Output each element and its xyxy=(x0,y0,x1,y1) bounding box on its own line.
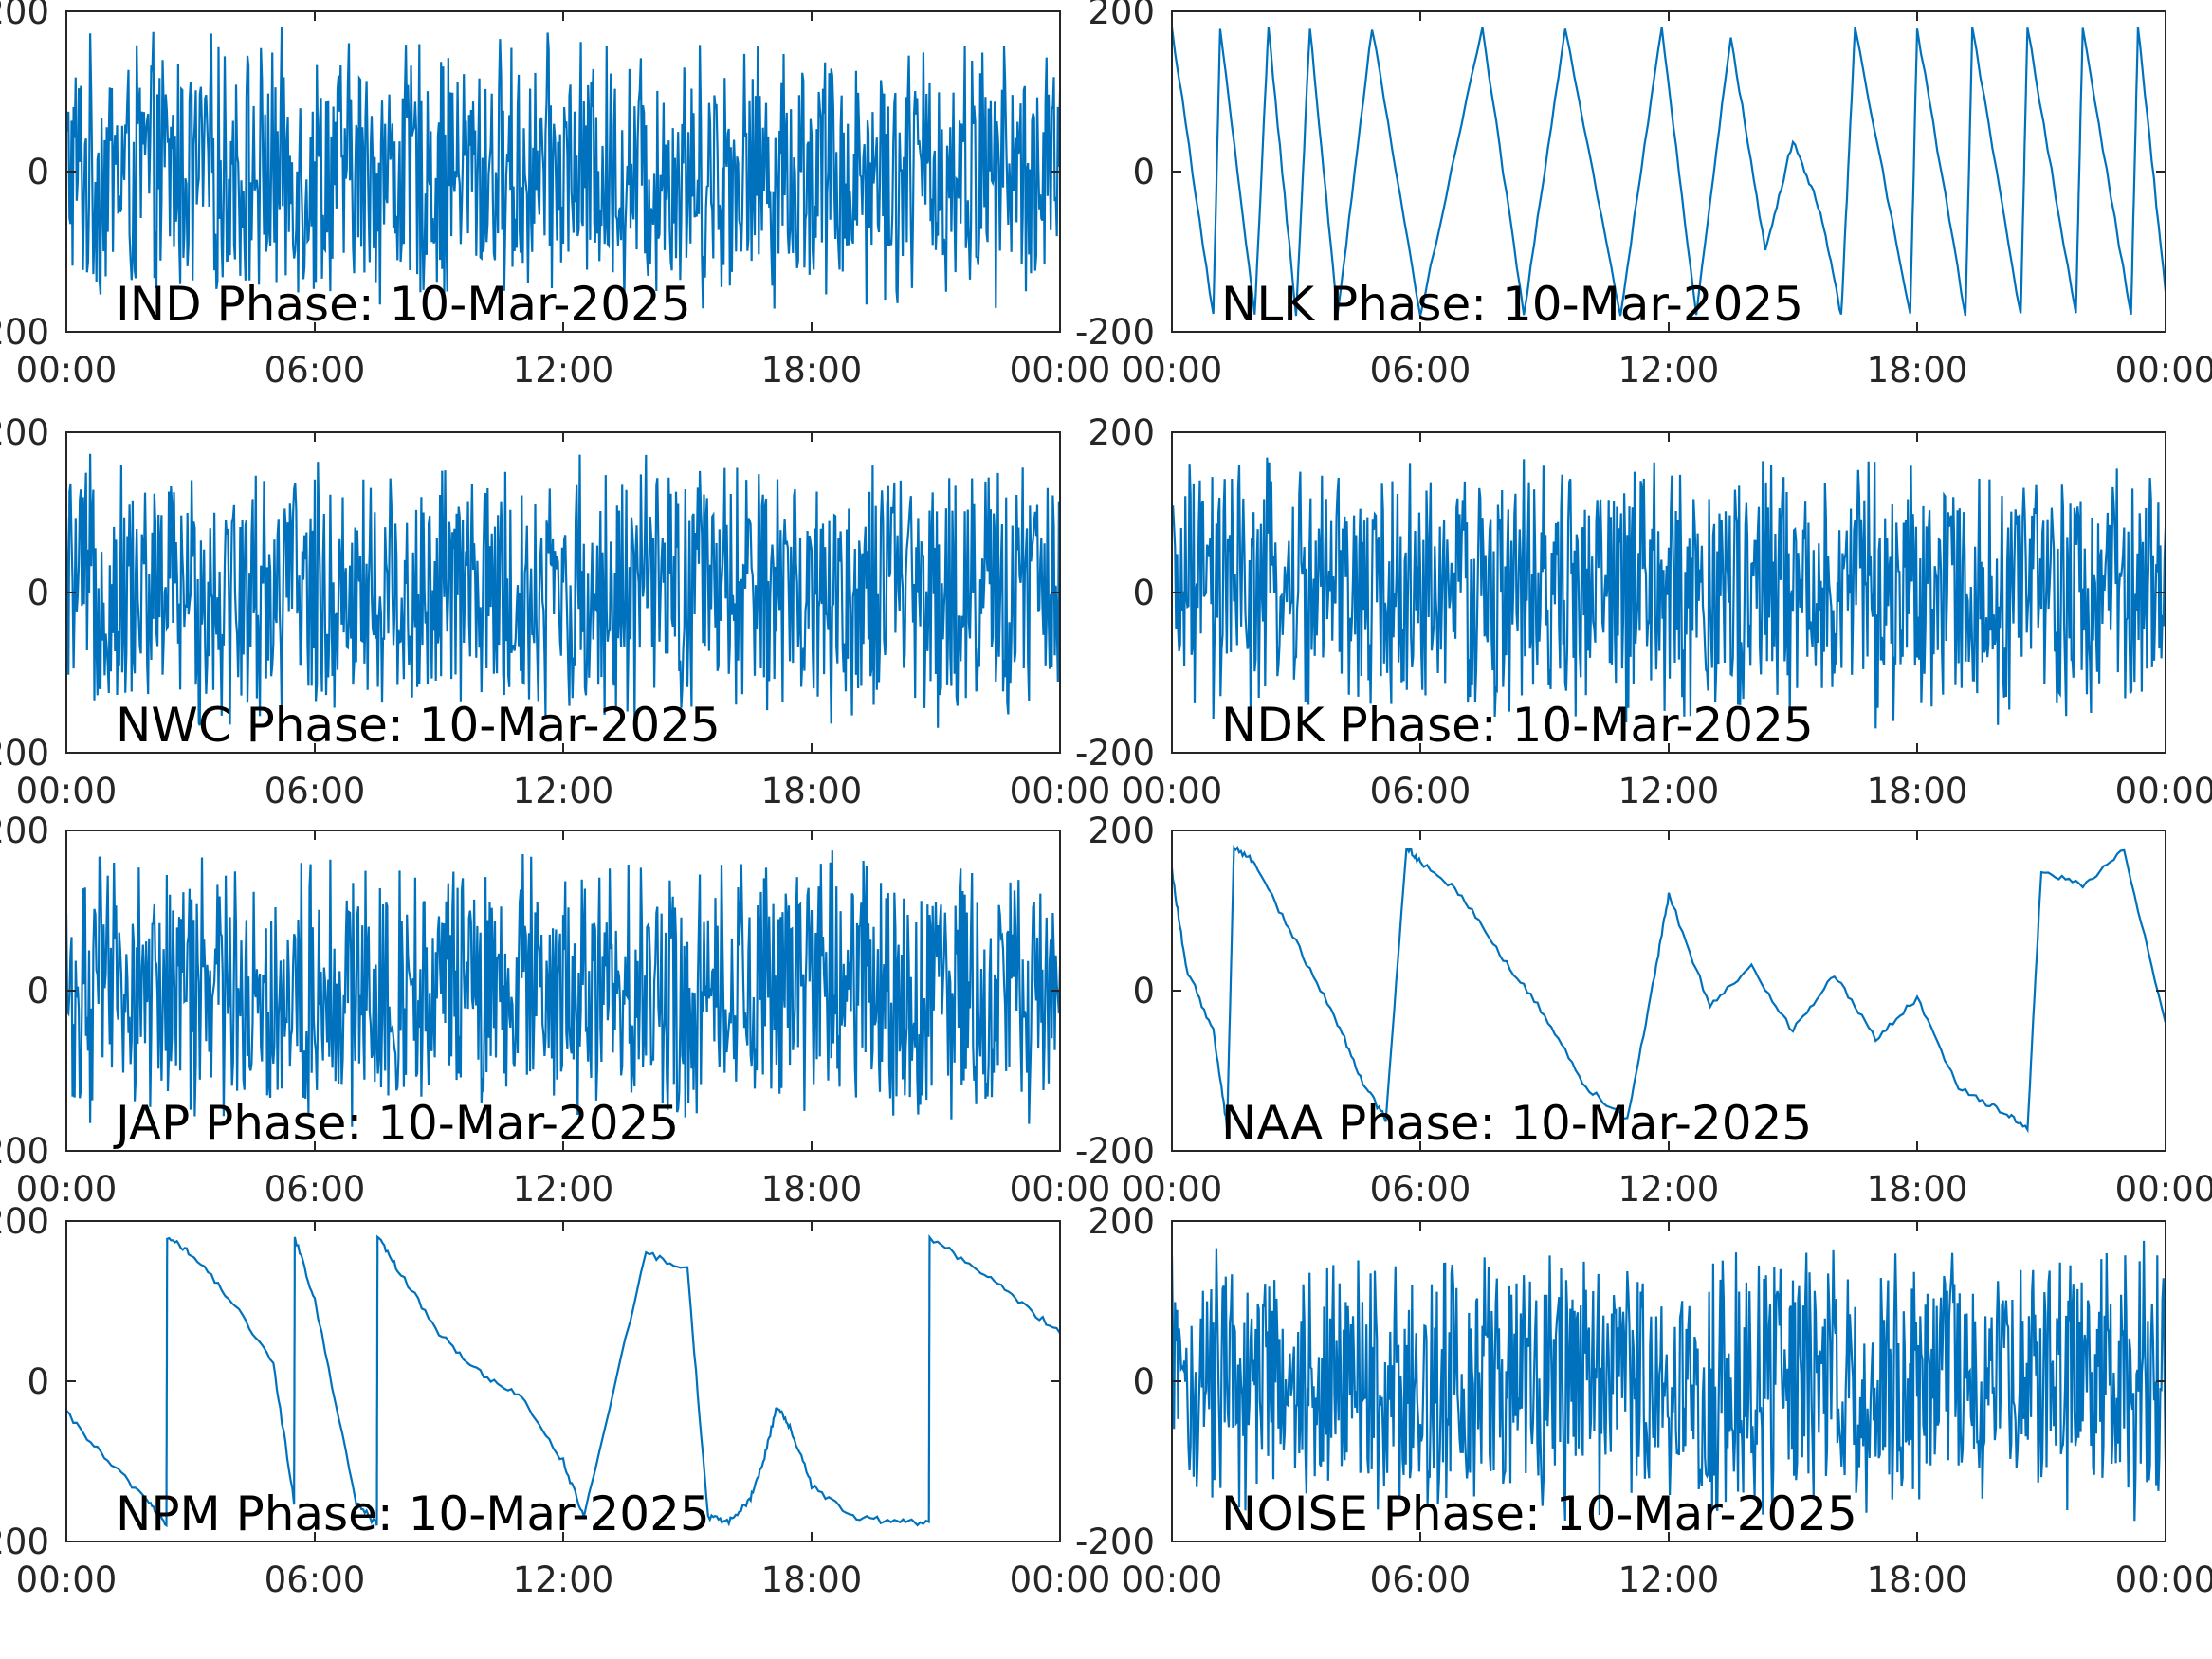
x-tick-label: 18:00 xyxy=(761,1559,863,1600)
x-tick-label: 12:00 xyxy=(513,1169,614,1210)
x-tick-label: 06:00 xyxy=(1370,771,1472,811)
y-tick-label: 0 xyxy=(1132,971,1155,1012)
series-line xyxy=(1172,845,2166,1134)
series-line xyxy=(66,850,1060,1127)
x-tick-label: 00:00 xyxy=(16,1169,118,1210)
y-tick-label: -200 xyxy=(0,733,49,774)
y-tick-label: 200 xyxy=(1088,0,1155,32)
x-tick-label: 00:00 xyxy=(2115,350,2212,391)
y-tick-label: -200 xyxy=(1075,312,1155,353)
x-tick-label: 06:00 xyxy=(265,1169,366,1210)
x-tick-label: 00:00 xyxy=(2115,1559,2212,1600)
x-tick-label: 00:00 xyxy=(1122,350,1223,391)
panel-title: NAA Phase: 10-Mar-2025 xyxy=(1221,1096,1812,1151)
x-tick-label: 12:00 xyxy=(1618,1169,1720,1210)
y-tick-label: 200 xyxy=(1088,412,1155,453)
x-tick-label: 00:00 xyxy=(16,350,118,391)
panel-title: NWC Phase: 10-Mar-2025 xyxy=(116,698,721,753)
y-tick-label: -200 xyxy=(1075,1522,1155,1562)
x-tick-label: 00:00 xyxy=(1010,771,1111,811)
y-tick-label: 0 xyxy=(27,971,49,1012)
x-tick-label: 06:00 xyxy=(1370,1559,1472,1600)
series-line xyxy=(66,27,1060,309)
x-tick-label: 06:00 xyxy=(265,771,366,811)
y-tick-label: -200 xyxy=(1075,733,1155,774)
x-tick-label: 06:00 xyxy=(1370,350,1472,391)
x-tick-label: 12:00 xyxy=(1618,771,1720,811)
x-tick-label: 18:00 xyxy=(1867,1169,1968,1210)
y-tick-label: 200 xyxy=(0,1201,49,1242)
x-tick-label: 18:00 xyxy=(1867,771,1968,811)
x-tick-label: 00:00 xyxy=(2115,1169,2212,1210)
y-tick-label: 0 xyxy=(27,152,49,192)
x-tick-label: 18:00 xyxy=(1867,350,1968,391)
y-tick-label: 200 xyxy=(1088,811,1155,851)
y-tick-label: -200 xyxy=(0,312,49,353)
y-tick-label: 0 xyxy=(27,1361,49,1402)
x-tick-label: 12:00 xyxy=(513,350,614,391)
y-tick-label: 0 xyxy=(1132,1361,1155,1402)
y-tick-label: 0 xyxy=(1132,573,1155,613)
y-tick-label: 0 xyxy=(27,573,49,613)
series-line xyxy=(66,453,1060,728)
x-tick-label: 12:00 xyxy=(1618,350,1720,391)
panel-title: NPM Phase: 10-Mar-2025 xyxy=(116,1486,710,1541)
y-tick-label: -200 xyxy=(0,1522,49,1562)
x-tick-label: 12:00 xyxy=(513,1559,614,1600)
y-tick-label: 200 xyxy=(0,412,49,453)
y-tick-label: 0 xyxy=(1132,152,1155,192)
y-tick-label: 200 xyxy=(0,0,49,32)
x-tick-label: 12:00 xyxy=(1618,1559,1720,1600)
x-tick-label: 00:00 xyxy=(1122,1559,1223,1600)
series-line xyxy=(1172,457,2166,729)
x-tick-label: 06:00 xyxy=(1370,1169,1472,1210)
y-tick-label: -200 xyxy=(1075,1131,1155,1172)
x-tick-label: 00:00 xyxy=(16,1559,118,1600)
series-line xyxy=(1172,1240,2166,1522)
panel-title: JAP Phase: 10-Mar-2025 xyxy=(113,1096,679,1151)
x-tick-label: 00:00 xyxy=(1122,1169,1223,1210)
panel-title: NDK Phase: 10-Mar-2025 xyxy=(1221,698,1814,753)
x-tick-label: 18:00 xyxy=(761,771,863,811)
x-tick-label: 00:00 xyxy=(1010,350,1111,391)
x-tick-label: 18:00 xyxy=(761,350,863,391)
x-tick-label: 12:00 xyxy=(513,771,614,811)
x-tick-label: 00:00 xyxy=(1122,771,1223,811)
y-tick-label: 200 xyxy=(0,811,49,851)
y-tick-label: 200 xyxy=(1088,1201,1155,1242)
series-line xyxy=(66,1233,1060,1528)
x-tick-label: 00:00 xyxy=(16,771,118,811)
panel-title: IND Phase: 10-Mar-2025 xyxy=(116,277,691,332)
y-tick-label: -200 xyxy=(0,1131,49,1172)
x-tick-label: 00:00 xyxy=(1010,1559,1111,1600)
panel-title: NOISE Phase: 10-Mar-2025 xyxy=(1221,1486,1857,1541)
panel-title: NLK Phase: 10-Mar-2025 xyxy=(1221,277,1803,332)
series-line xyxy=(1172,27,2166,317)
x-tick-label: 06:00 xyxy=(265,350,366,391)
x-tick-label: 18:00 xyxy=(1867,1559,1968,1600)
x-tick-label: 00:00 xyxy=(1010,1169,1111,1210)
x-tick-label: 06:00 xyxy=(265,1559,366,1600)
x-tick-label: 00:00 xyxy=(2115,771,2212,811)
x-tick-label: 18:00 xyxy=(761,1169,863,1210)
